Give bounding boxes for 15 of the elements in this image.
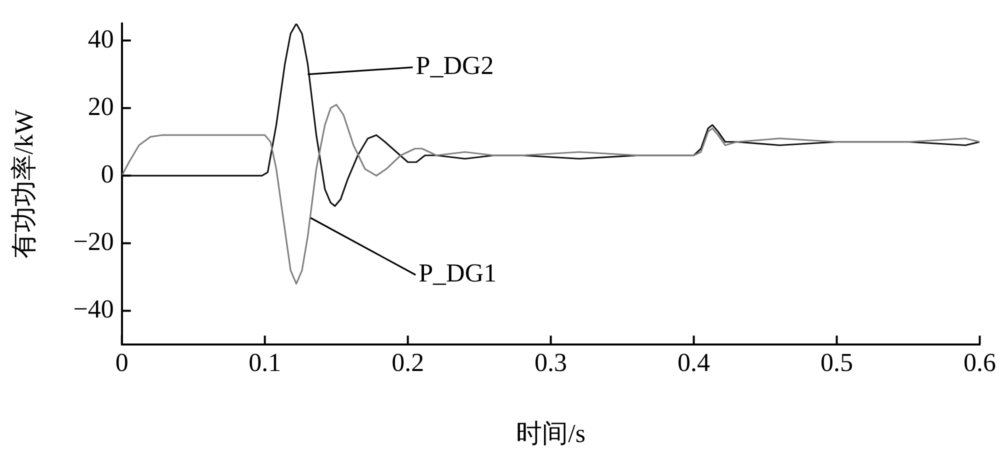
y-tick-label: 40 (88, 24, 114, 54)
x-tick-label: 0.2 (392, 348, 424, 378)
y-tick-label: −40 (73, 294, 114, 324)
y-tick-label: 0 (100, 159, 114, 188)
y-axis-title: 有功功率/kW (9, 109, 38, 258)
x-tick-label: 0.4 (678, 348, 710, 378)
x-tick-label: 0.3 (534, 348, 568, 378)
annotation: P_DG2 (416, 51, 494, 80)
x-tick-label: 0.1 (248, 348, 282, 378)
x-tick-label: 0.5 (820, 348, 854, 378)
y-tick-label: 20 (88, 92, 114, 121)
x-tick-label: 0.6 (964, 348, 996, 378)
y-tick-label: −20 (73, 227, 114, 256)
annotation: P_DG1 (418, 258, 497, 288)
x-axis-title: 时间/s (516, 419, 586, 448)
